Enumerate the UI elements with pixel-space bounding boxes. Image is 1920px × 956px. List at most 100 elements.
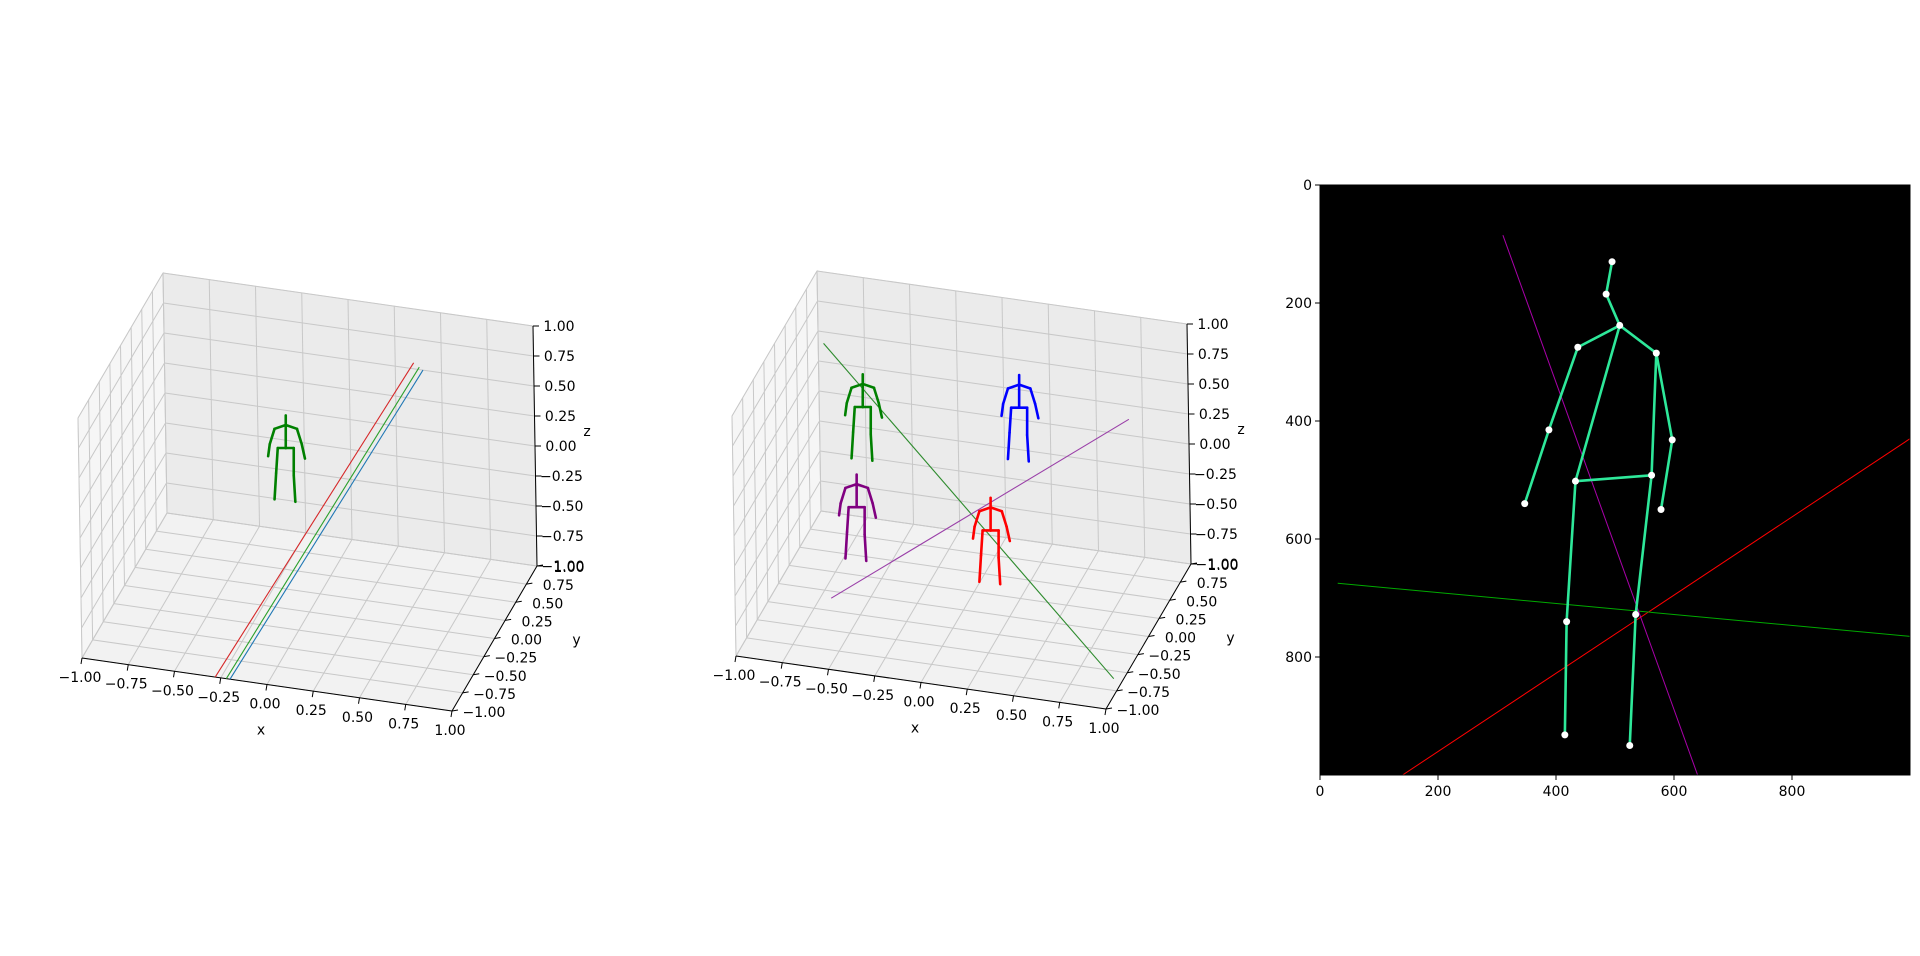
skeleton-bone xyxy=(1563,620,1568,737)
x-tick xyxy=(1012,695,1014,702)
x-tick xyxy=(734,655,737,663)
gridline xyxy=(359,552,445,699)
gridline xyxy=(164,362,535,417)
gridline xyxy=(130,327,136,568)
keypoint xyxy=(1561,731,1569,739)
y-tick xyxy=(1137,653,1144,656)
gridline xyxy=(486,319,492,560)
gridline xyxy=(733,390,820,537)
gridline xyxy=(795,307,801,548)
keypoint xyxy=(1648,471,1656,479)
data-line xyxy=(229,369,424,680)
y-tick-label: 800 xyxy=(1285,650,1312,666)
y-tick-label: −0.50 xyxy=(1138,667,1181,683)
axes-frame xyxy=(1319,184,1911,776)
x-tick xyxy=(80,657,83,665)
gridline xyxy=(789,564,1160,619)
skeleton-bone xyxy=(869,433,874,463)
skeleton-bone xyxy=(997,556,1002,586)
x-tick xyxy=(1104,708,1107,716)
gridline xyxy=(77,272,164,419)
skeleton-bone xyxy=(268,427,276,446)
skeleton-bone xyxy=(1576,324,1622,349)
x-tick-label: 0.00 xyxy=(249,697,280,713)
x-tick-label: 0.50 xyxy=(996,708,1027,724)
y-tick xyxy=(1116,689,1123,692)
z-axis-label: z xyxy=(1237,422,1244,438)
gridline xyxy=(78,332,165,479)
x-tick-label: 600 xyxy=(1661,784,1688,800)
z-tick-label: −0.50 xyxy=(541,499,584,515)
skeleton-bone xyxy=(1006,383,1021,390)
skeleton-bone xyxy=(1659,438,1674,511)
gridline xyxy=(799,546,1170,601)
gridline xyxy=(1059,557,1146,703)
keypoint xyxy=(1608,258,1616,266)
gridline xyxy=(732,330,819,477)
skeleton-bone xyxy=(989,506,1004,513)
y-tick-label: 0 xyxy=(1303,178,1312,194)
x-tick xyxy=(265,684,268,691)
y-axis-label: y xyxy=(572,633,580,649)
z-tick-label: −0.75 xyxy=(1195,527,1238,543)
gridline xyxy=(1047,304,1053,545)
skeleton-bone xyxy=(300,442,307,460)
skeleton-bone xyxy=(837,501,842,517)
x-tick-label: 0 xyxy=(1316,784,1325,800)
skeleton-bone xyxy=(872,386,881,405)
x-tick xyxy=(873,675,876,682)
y-tick-label: 0.50 xyxy=(532,596,563,612)
gridline xyxy=(817,330,1189,385)
x-tick-label: 200 xyxy=(1425,784,1452,800)
z-tick-label: 0.75 xyxy=(544,349,575,365)
y-tick-label: 1.00 xyxy=(1207,558,1238,574)
overlay-line xyxy=(1402,438,1910,775)
y-tick-label: 0.75 xyxy=(543,578,574,594)
keypoint xyxy=(1574,343,1582,351)
gridline xyxy=(966,543,1053,690)
x-tick xyxy=(219,677,222,684)
skeleton-bone xyxy=(973,509,981,528)
gridline xyxy=(166,512,538,567)
gridline xyxy=(731,270,818,417)
skeleton-bone xyxy=(1017,383,1032,390)
z-tick-label: 0.50 xyxy=(544,379,575,395)
keypoint xyxy=(1626,742,1634,749)
keypoint xyxy=(1563,618,1571,626)
y-tick-label: 0.25 xyxy=(1176,612,1207,628)
keypoint xyxy=(1616,321,1624,329)
y-tick xyxy=(462,691,469,694)
gridline xyxy=(163,332,535,387)
x-tick xyxy=(780,662,783,669)
skeleton-bone xyxy=(273,423,288,431)
y-tick-label: 0.50 xyxy=(1186,594,1217,610)
y-tick xyxy=(1105,707,1113,710)
keypoint xyxy=(1602,290,1610,298)
overlay-line xyxy=(1337,582,1910,637)
x-tick xyxy=(450,710,453,718)
gridline xyxy=(78,302,164,449)
z-tick-label: −0.25 xyxy=(540,469,583,485)
skeleton-bone xyxy=(845,386,853,405)
x-tick-label: −0.25 xyxy=(851,688,894,704)
x-tick-label: −1.00 xyxy=(713,668,756,684)
z-tick-label: 0.25 xyxy=(1199,407,1230,423)
keypoint xyxy=(1652,349,1660,357)
data-line xyxy=(830,418,1130,599)
x-tick xyxy=(126,664,129,671)
x-tick-label: 0.25 xyxy=(950,701,981,717)
y-axis-label: y xyxy=(1226,631,1234,647)
skeleton-bone xyxy=(850,430,855,460)
skeleton-bone xyxy=(871,501,878,520)
x-tick-label: −1.00 xyxy=(59,670,102,686)
x-tick-label: −0.50 xyxy=(151,683,194,699)
gridline xyxy=(151,291,157,532)
x-tick xyxy=(173,671,175,678)
skeleton-bone xyxy=(839,486,847,505)
gridline xyxy=(135,566,506,621)
y-tick xyxy=(473,673,480,676)
x-tick xyxy=(358,697,360,704)
skeleton-bone xyxy=(1006,431,1011,461)
y-tick-label: −1.00 xyxy=(1117,703,1160,719)
z-tick-label: −1.00 xyxy=(542,559,585,575)
